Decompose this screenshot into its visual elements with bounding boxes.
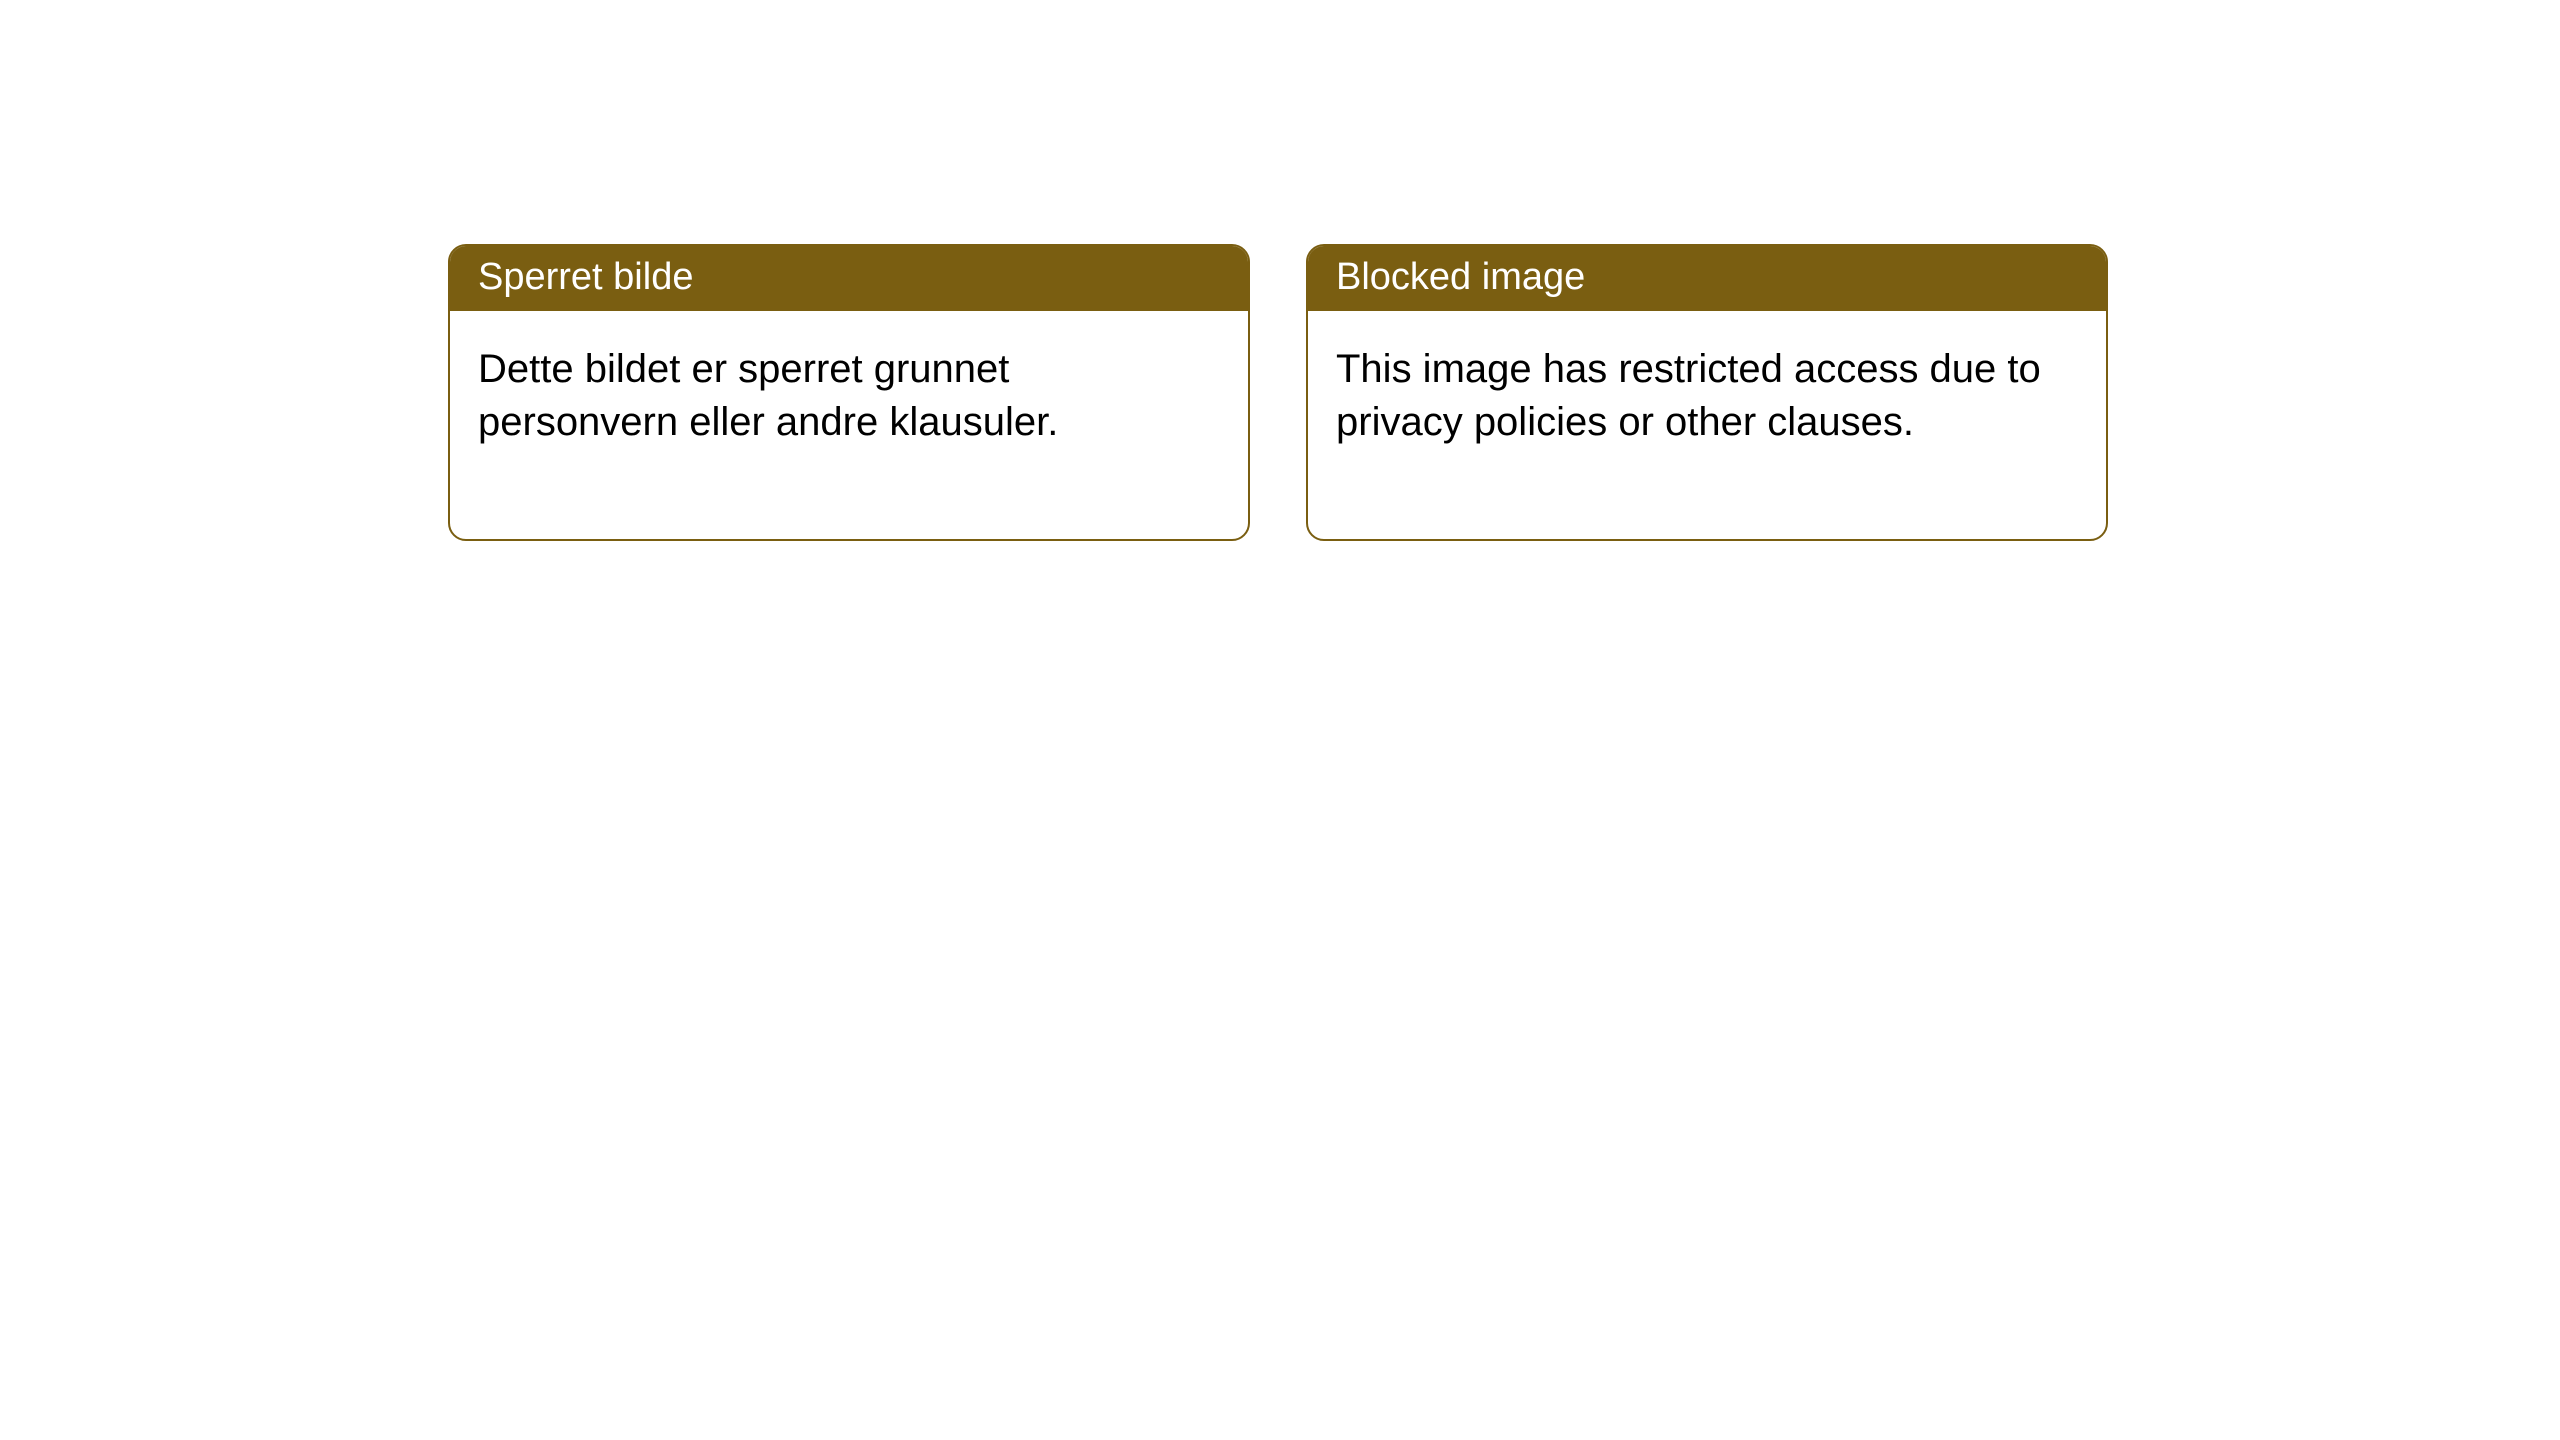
panel-body: Dette bildet er sperret grunnet personve… bbox=[450, 311, 1248, 539]
panel-header: Sperret bilde bbox=[450, 246, 1248, 311]
notice-panel-english: Blocked image This image has restricted … bbox=[1306, 244, 2108, 541]
panel-header: Blocked image bbox=[1308, 246, 2106, 311]
notice-container: Sperret bilde Dette bildet er sperret gr… bbox=[0, 0, 2560, 541]
notice-panel-norwegian: Sperret bilde Dette bildet er sperret gr… bbox=[448, 244, 1250, 541]
panel-body: This image has restricted access due to … bbox=[1308, 311, 2106, 539]
